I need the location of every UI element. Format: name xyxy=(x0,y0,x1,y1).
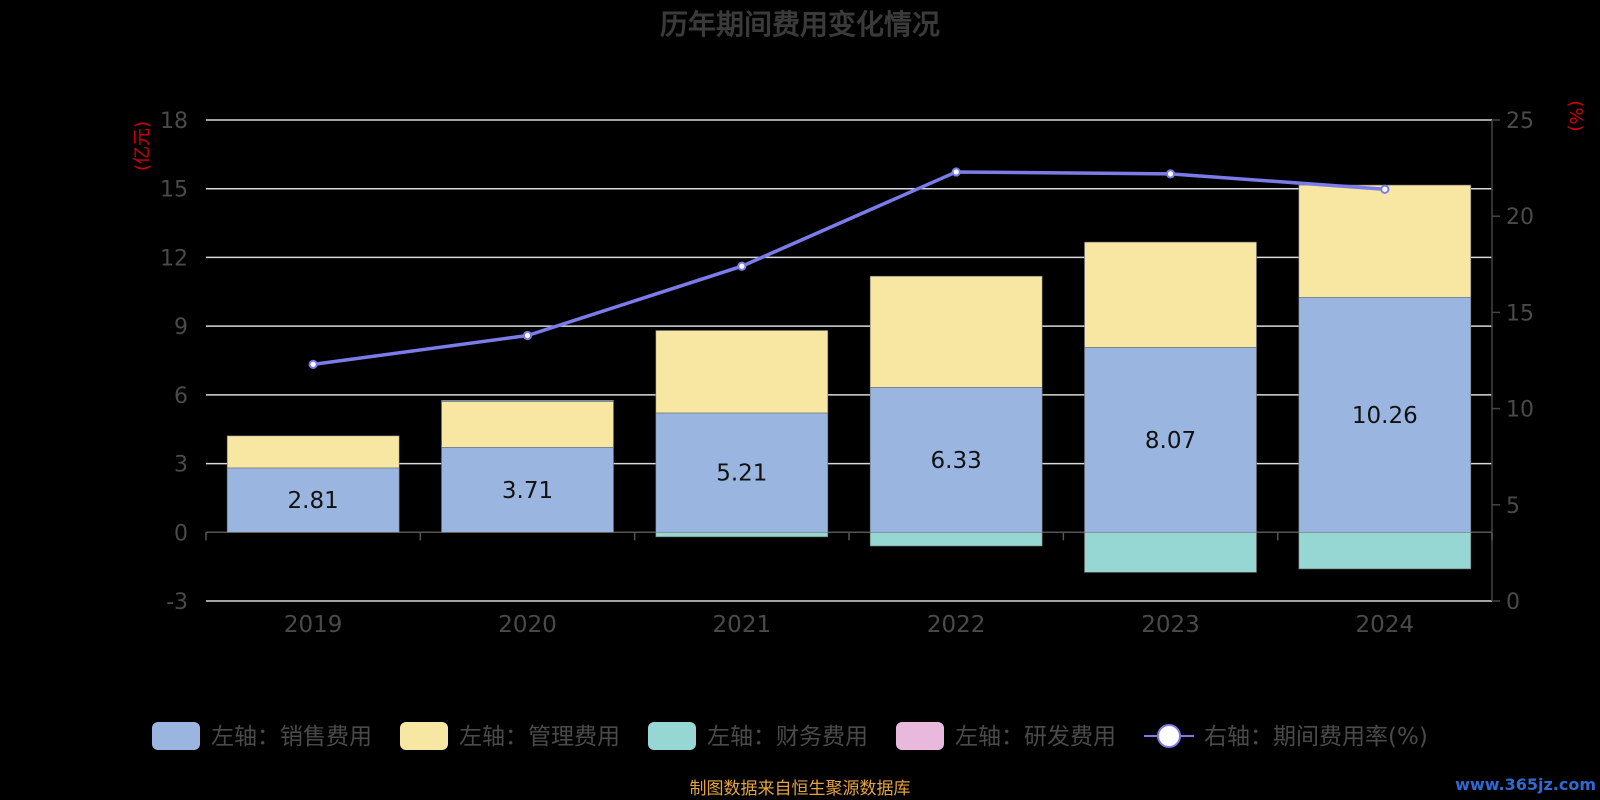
left-tick-label: 3 xyxy=(174,453,188,478)
right-axis-unit: (%) xyxy=(1565,100,1586,131)
chart-title: 历年期间费用变化情况 xyxy=(660,8,940,41)
right-tick-label: 10 xyxy=(1506,398,1534,423)
rate-point xyxy=(522,330,533,341)
bar-segment xyxy=(655,330,829,414)
legend-label: 左轴：研发费用 xyxy=(955,724,1116,750)
bar-segment xyxy=(1084,241,1257,348)
data-labels: 2.81 3.71 5.21 6.33 8.07 10.26 xyxy=(288,403,1418,514)
category-label: 2024 xyxy=(1356,612,1415,638)
bar-segment xyxy=(869,275,1043,388)
left-tick-label: 12 xyxy=(160,246,188,271)
rate-point xyxy=(1165,169,1176,179)
legend-label: 右轴：期间费用率(%) xyxy=(1204,724,1428,750)
legend-swatch xyxy=(648,722,696,750)
bar-segment xyxy=(441,401,614,448)
bars xyxy=(226,184,1472,573)
bar-segment xyxy=(1298,184,1472,298)
legend: 左轴：销售费用 左轴：管理费用 左轴：财务费用 左轴：研发费用 右轴：期间费用率(%) xyxy=(152,722,1428,750)
legend-swatch xyxy=(896,722,944,750)
category-label: 2019 xyxy=(284,612,343,638)
legend-marker xyxy=(1157,724,1181,748)
left-tick-label: 9 xyxy=(174,315,188,340)
legend-label: 左轴：财务费用 xyxy=(707,724,868,750)
bar-data-label: 6.33 xyxy=(931,448,982,474)
rate-point xyxy=(308,359,318,369)
bar-segment xyxy=(226,467,400,533)
category-label: 2023 xyxy=(1141,612,1200,638)
legend-swatch xyxy=(400,722,448,750)
bar-data-label: 5.21 xyxy=(716,461,767,487)
right-tick-label: 5 xyxy=(1506,494,1520,519)
watermark: www.365jz.com xyxy=(1455,775,1596,794)
category-label: 2022 xyxy=(927,612,986,638)
rate-line-path xyxy=(312,170,1385,367)
bar-segment xyxy=(869,386,1043,533)
bar-segment xyxy=(655,531,829,538)
bar-segment xyxy=(869,531,1043,547)
legend-label: 左轴：管理费用 xyxy=(459,724,620,750)
bar-data-label: 3.71 xyxy=(502,478,553,504)
left-tick-label: 15 xyxy=(160,178,188,203)
bar-segment xyxy=(1298,296,1472,533)
bar-segment xyxy=(441,447,614,533)
left-tick-label: 0 xyxy=(174,521,188,546)
category-label: 2021 xyxy=(713,612,772,638)
right-tick-label: 20 xyxy=(1506,205,1534,230)
right-tick-label: 25 xyxy=(1506,109,1534,134)
bar-segment xyxy=(226,435,400,469)
right-tick-label: 0 xyxy=(1506,590,1520,615)
bar-data-label: 2.81 xyxy=(288,488,339,514)
rate-point xyxy=(1380,184,1390,194)
left-tick-label: 18 xyxy=(160,109,188,134)
source-note: 制图数据来自恒生聚源数据库 xyxy=(690,779,911,799)
rate-point xyxy=(951,167,961,177)
bar-segment xyxy=(655,412,829,533)
rate-line xyxy=(308,167,1390,369)
bar-segment xyxy=(1084,531,1257,573)
category-label: 2020 xyxy=(498,612,557,638)
rate-point xyxy=(737,261,747,271)
right-tick-label: 15 xyxy=(1506,301,1534,326)
legend-swatch xyxy=(152,722,200,750)
left-axis-unit: (亿元) xyxy=(132,121,153,171)
left-tick-label: -3 xyxy=(166,590,188,615)
bar-data-label: 10.26 xyxy=(1352,403,1418,429)
legend-label: 左轴：销售费用 xyxy=(211,724,372,750)
bar-segment xyxy=(441,400,614,402)
left-tick-label: 6 xyxy=(174,384,188,409)
axes: -3 0 3 6 9 12 15 18 0 5 10 15 20 25 2019 2020 2021 2022 20… xyxy=(160,109,1534,638)
bar-data-label: 8.07 xyxy=(1145,428,1196,454)
bar-segment xyxy=(1298,531,1472,570)
